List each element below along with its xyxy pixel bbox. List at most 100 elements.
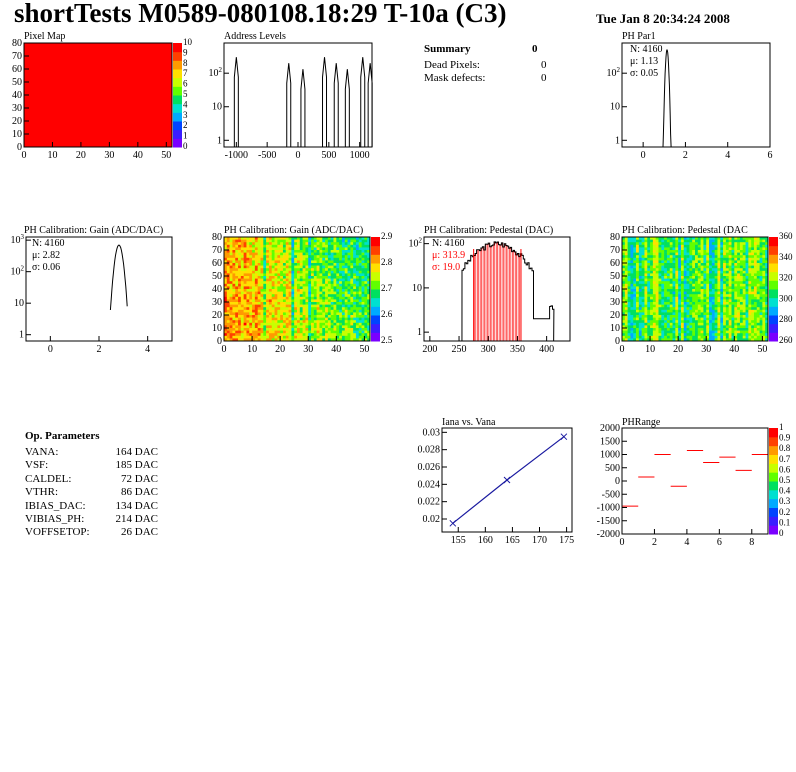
- heat-cell: [316, 276, 320, 279]
- heat-cell: [731, 239, 735, 243]
- heat-cell: [678, 265, 682, 269]
- heat-cell: [759, 299, 763, 303]
- heat-cell: [624, 257, 628, 261]
- heat-cell: [644, 320, 648, 324]
- address-levels-title: Address Levels: [224, 31, 286, 42]
- heat-cell: [280, 328, 284, 331]
- heat-cell: [224, 289, 228, 292]
- heat-cell: [636, 255, 640, 259]
- palette-tick-label: 0.9: [779, 433, 791, 443]
- heat-cell: [734, 325, 738, 329]
- heat-cell: [271, 309, 275, 313]
- heat-cell: [316, 333, 320, 337]
- heat-cell: [686, 276, 690, 279]
- heat-cell: [353, 250, 357, 253]
- heat-cell: [252, 273, 256, 277]
- heat-cell: [325, 328, 329, 331]
- heat-cell: [650, 244, 654, 248]
- heat-cell: [725, 299, 729, 303]
- heat-cell: [655, 257, 659, 261]
- heat-cell: [305, 291, 309, 295]
- heat-cell: [753, 260, 758, 264]
- heat-cell: [638, 278, 642, 282]
- heat-cell: [762, 320, 766, 324]
- palette-cell: [173, 129, 182, 139]
- heat-cell: [249, 302, 253, 305]
- heat-cell: [672, 333, 676, 337]
- heat-cell: [624, 250, 628, 253]
- heat-cell: [297, 328, 301, 331]
- heat-cell: [638, 312, 642, 316]
- heat-cell: [734, 338, 738, 342]
- heat-cell: [734, 312, 738, 316]
- heat-cell: [697, 281, 701, 285]
- heat-cell: [709, 265, 713, 269]
- heat-cell: [641, 289, 645, 292]
- heat-cell: [291, 252, 295, 256]
- heat-cell: [280, 286, 284, 290]
- heat-cell: [333, 317, 337, 321]
- heat-cell: [647, 278, 651, 282]
- heat-cell: [288, 330, 292, 334]
- heat-cell: [297, 333, 301, 337]
- heat-cell: [260, 289, 264, 292]
- heat-cell: [316, 317, 320, 321]
- heat-cell: [266, 320, 270, 324]
- heat-cell: [257, 244, 261, 248]
- heat-cell: [280, 260, 284, 264]
- heat-cell: [305, 237, 309, 240]
- heat-cell: [703, 338, 707, 342]
- heat-cell: [753, 268, 758, 272]
- heat-cell: [271, 237, 275, 240]
- heat-cell: [271, 299, 275, 303]
- heat-cell: [268, 250, 273, 253]
- heat-cell: [695, 278, 699, 282]
- heat-cell: [650, 291, 654, 295]
- heat-cell: [274, 250, 278, 253]
- heat-cell: [367, 244, 371, 248]
- heat-cell: [336, 250, 340, 253]
- heat-cell: [731, 283, 735, 287]
- heat-cell: [226, 283, 230, 287]
- heat-cell: [266, 237, 270, 240]
- heat-cell: [316, 328, 320, 331]
- heat-cell: [347, 294, 351, 298]
- heat-cell: [361, 338, 365, 342]
- heat-cell: [751, 322, 755, 326]
- heat-cell: [327, 263, 331, 266]
- heat-cell: [680, 286, 685, 290]
- heat-cell: [709, 322, 713, 326]
- heat-cell: [344, 325, 348, 329]
- heat-cell: [299, 244, 303, 248]
- heat-cell: [297, 286, 301, 290]
- heat-cell: [311, 242, 315, 246]
- heat-cell: [344, 242, 348, 246]
- heat-cell: [361, 281, 365, 285]
- heat-cell: [367, 247, 371, 251]
- heat-cell: [341, 315, 346, 318]
- heat-cell: [737, 237, 741, 240]
- ph-par1-title: PH Par1: [622, 31, 656, 42]
- heat-cell: [630, 239, 634, 243]
- heat-cell: [224, 281, 228, 285]
- heat-cell: [266, 333, 270, 337]
- heat-cell: [638, 315, 642, 318]
- heat-cell: [756, 294, 760, 298]
- heat-cell: [330, 296, 334, 300]
- heat-cell: [243, 312, 247, 316]
- heat-cell: [319, 283, 323, 287]
- heat-cell: [364, 320, 368, 324]
- heat-cell: [748, 309, 752, 313]
- heat-cell: [666, 294, 671, 298]
- heat-cell: [302, 273, 306, 277]
- heat-cell: [350, 239, 354, 243]
- heat-cell: [316, 239, 320, 243]
- heat-cell: [644, 263, 648, 266]
- heat-cell: [753, 335, 758, 339]
- heat-cell: [333, 304, 337, 308]
- heat-cell: [692, 247, 696, 251]
- heat-cell: [238, 299, 242, 303]
- heat-cell: [263, 338, 267, 342]
- heat-cell: [361, 268, 365, 272]
- heat-cell: [229, 283, 233, 287]
